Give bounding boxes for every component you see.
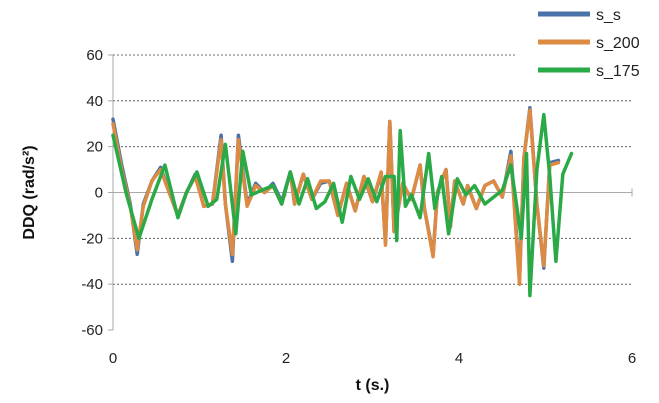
y-tick-label: 60 <box>86 47 103 64</box>
y-tick-label: 0 <box>95 185 103 202</box>
legend-label: s_200 <box>596 35 640 52</box>
y-tick-label: -20 <box>81 230 103 247</box>
legend-label: s_175 <box>596 63 640 80</box>
y-tick-label: -40 <box>81 276 103 293</box>
series-lines <box>111 105 574 298</box>
x-tick-label: 6 <box>628 350 636 367</box>
x-axis-label: t (s.) <box>356 377 390 394</box>
series-line-s-175 <box>111 112 574 298</box>
legend-label: s_s <box>596 7 621 24</box>
x-tick-label: 0 <box>109 350 117 367</box>
y-axis-label: DDQ (rad/s²) <box>21 145 38 239</box>
y-tick-label: 40 <box>86 93 103 110</box>
y-tick-label: -60 <box>81 322 103 339</box>
x-tick-label: 4 <box>455 350 463 367</box>
y-tick-label: 20 <box>86 139 103 156</box>
legend: s_s s_200 s_175 <box>538 7 640 80</box>
x-tick-label: 2 <box>282 350 290 367</box>
